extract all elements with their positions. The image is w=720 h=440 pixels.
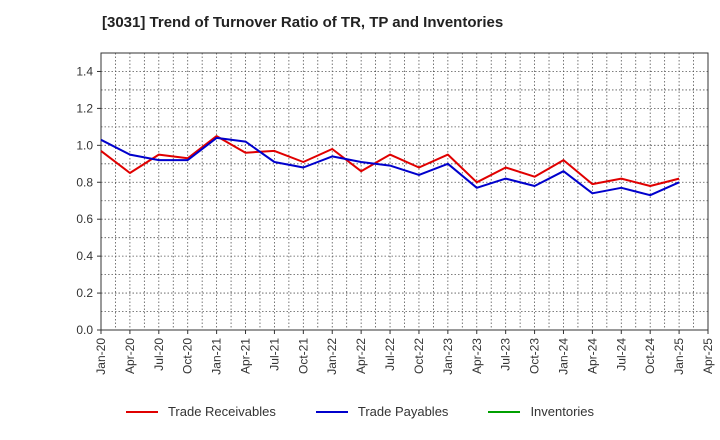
series-lines: [100, 135, 680, 197]
x-tick-label: Apr-21: [239, 338, 253, 374]
x-tick-label: Jul-20: [152, 338, 166, 371]
x-tick-label: Jan-21: [210, 338, 224, 375]
axes: [100, 52, 709, 331]
x-tick-label: Apr-24: [585, 338, 599, 374]
legend-swatch: [488, 410, 521, 413]
x-tick-label: Apr-23: [470, 338, 484, 374]
legend-label: Inventories: [530, 404, 595, 419]
y-tick-label: 1.4: [76, 64, 93, 78]
legend-label: Trade Receivables: [167, 404, 276, 419]
x-tick-label: Oct-21: [296, 338, 310, 374]
x-tick-label: Oct-22: [412, 338, 426, 374]
legend-item: Inventories: [488, 404, 594, 419]
x-tick-label: Apr-25: [701, 338, 715, 374]
x-tick-label: Jul-21: [267, 338, 281, 371]
legend: Trade Receivables Trade Payables Inventori…: [0, 404, 720, 419]
x-tick-label: Jan-24: [556, 338, 570, 375]
x-tick-label: Jan-22: [325, 338, 339, 375]
legend-item: Trade Receivables: [125, 404, 276, 419]
legend-item: Trade Payables: [315, 404, 449, 419]
y-tick-label: 0.6: [76, 212, 93, 226]
x-tick-label: Jul-23: [499, 338, 513, 371]
grid-lines: [101, 53, 708, 330]
y-tick-label: 1.0: [76, 138, 93, 152]
legend-label: Trade Payables: [357, 404, 449, 419]
x-tick-label: Oct-20: [181, 338, 195, 374]
x-tick-label: Jan-23: [441, 338, 455, 375]
x-tick-label: Jul-22: [383, 338, 397, 371]
x-tick-label: Apr-20: [123, 338, 137, 374]
y-tick-label: 0.4: [76, 249, 93, 263]
y-tick-label: 0.2: [76, 286, 93, 300]
y-axis-ticks: 0.0 0.2 0.4 0.6 0.8 1.0 1.2 1.4: [76, 64, 101, 337]
legend-swatch: [125, 410, 158, 413]
y-tick-label: 1.2: [76, 101, 93, 115]
x-tick-label: Jan-25: [672, 338, 686, 375]
x-tick-label: Oct-23: [528, 338, 542, 374]
plot-frame: [100, 52, 709, 331]
x-tick-label: Apr-22: [354, 338, 368, 374]
x-tick-label: Oct-24: [643, 338, 657, 374]
x-tick-label: Jul-24: [614, 338, 628, 371]
series-line-trade-receivables: [100, 135, 680, 187]
y-tick-label: 0.0: [76, 323, 93, 337]
chart-title: [3031] Trend of Turnover Ratio of TR, TP…: [102, 14, 504, 31]
x-tick-label: Jan-20: [94, 338, 108, 375]
y-tick-label: 0.8: [76, 175, 93, 189]
series-line-trade-payables: [100, 136, 680, 197]
x-axis-ticks: Jan-20 Apr-20 Jul-20 Oct-20 Jan-21 Apr-21 Jul-…: [94, 330, 715, 375]
legend-swatch: [315, 410, 348, 413]
